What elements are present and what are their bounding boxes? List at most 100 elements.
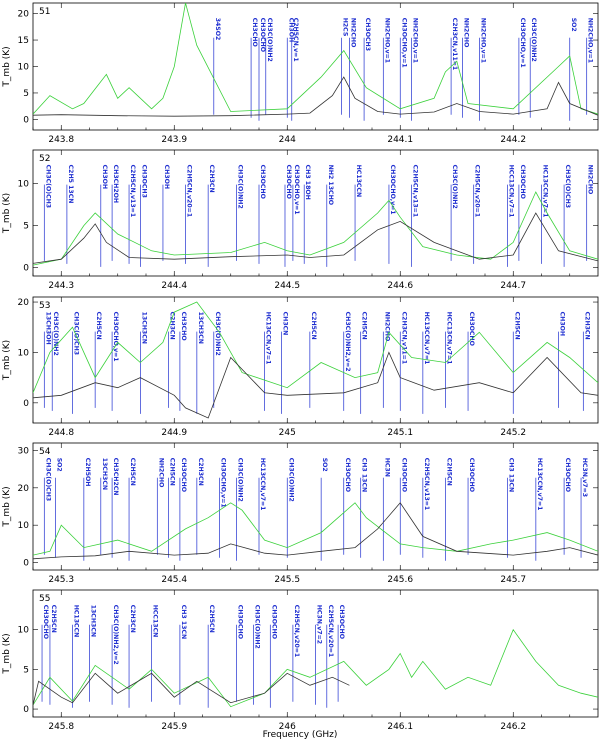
x-tick-label: 245.4 [161,575,187,585]
panel-number: 51 [39,7,50,17]
identification-label: CH3C(O)NH2 [236,165,243,209]
identification-label: C2H5CN [129,458,136,486]
identification-label: HCC13CN [152,605,159,638]
x-tick-label: 243.9 [161,135,187,145]
identification-label: 13CH3OH [44,312,51,345]
x-tick-label: 244 [279,135,296,145]
identification-label: NH2CHO [462,18,469,48]
identification-label: CH3OCHO,v=1 [519,18,526,68]
identification-label: CH3OCH3 [140,165,147,198]
y-axis-label: T_mb (K) [2,340,12,381]
identification-label: NH2CHO [349,18,356,48]
identification-label: NH2CHO,v=1 [383,18,390,63]
identification-label: HC13CCN [73,605,80,638]
identification-label: C2H5 13CN [67,165,74,204]
identification-label: H2CS [341,18,348,37]
x-tick-label: 244.7 [500,281,526,291]
identification-label: HC3N,v7=2 [316,605,323,644]
identification-label: CH3C(O)NH2 [214,312,221,356]
spectrum-panel-51: 34SO2 CH3CHO CH3OCHO CH3C(O)NH2 CH3OHC2H5CN,… [2,2,599,145]
identification-lines: CH3OCHO C2H5CN HC13CCN 13CH3CN CH3C(O)NH2,v=… [41,605,345,708]
identification-label: CH3OCHO,v=1 [400,18,407,68]
y-tick-label: 10 [18,626,30,636]
identification-lines: 13CH3OH CH3C(O)NH2 CH3C(O)CH3 C2H5CN CH3OCHO… [43,312,590,414]
identification-label: 13CH3CN [197,312,204,344]
identification-label: C2H5CN,v13=1 [129,165,136,218]
x-tick-label: 245.3 [48,575,74,585]
identification-label: C2H5CN,v20=1 [474,165,481,218]
y-tick-label: 0 [23,559,29,569]
x-tick-label: 244.1 [387,135,413,145]
identification-label: CH3 13CN [508,458,515,493]
identification-label: CH3C(O)NH2,v=2 [112,605,119,665]
panel-number: 54 [39,447,51,457]
panel-number: 53 [39,301,50,311]
identification-label: C2H5CN,v13=1 [423,458,430,511]
identification-label: 34SO2 [214,18,221,41]
y-tick-label: 10 [18,521,30,531]
x-tick-label: 243.8 [48,135,74,145]
identification-label: C2H3CN [129,605,136,633]
y-tick-label: 5 [23,665,29,675]
identification-label: CH3C(O)CH3 [564,165,571,209]
identification-label: HC13CCN,v7=1 [259,458,266,511]
identification-label: CH3OCHO,v=1 [219,458,226,508]
x-tick-label: 244.8 [48,428,74,438]
identification-label: CH3OCHO [42,605,49,639]
y-tick-label: 0 [23,399,29,409]
identification-label: C2H5CN [513,312,520,340]
identification-label: C2H5CN,v20=1 [293,605,300,658]
identification-label: CH3C(O)NH2 [530,18,537,62]
y-axis-label: T_mb (K) [2,193,12,234]
identification-label: C2H5CN,v13=1 [412,165,419,218]
identification-label: SO2 [570,18,577,32]
identification-label: CH3OCHO [519,165,526,199]
y-tick-label: 5 [23,222,29,232]
y-tick-label: 0 [23,264,29,274]
identification-label: NH2CHO,v=1 [587,18,594,63]
spectrum-panel-54: CH3C(O)CH3 SO2 C2H5OH 13CH3CN CH3CH2CN C2H5CN… [2,442,599,585]
identification-label: C2H3CN [197,458,204,486]
y-tick-label: 0 [23,115,29,125]
identification-label: CH3OCHO [259,165,266,199]
identification-label: NH2CHO,v=1 [412,18,419,63]
identification-label: CH3OH [101,165,108,189]
spectrum-panel-52: CH3C(O)CH3 C2H5 13CN CH3OH CH3CH2OH C2H5CN,v… [2,149,599,291]
identification-label: C2H5CN [169,458,176,486]
identification-label: HC13CCN,v7=1 [542,165,549,218]
observed-spectrum [33,672,350,706]
x-tick-label: 244.4 [161,281,187,291]
identification-label: CH3C(O)NH2 [52,312,59,356]
identification-label: C2H5CN [310,312,317,340]
identification-label: CH3C(O)NH2 [451,165,458,209]
identification-label: C2H3CN [208,165,215,193]
identification-label: CH3OCHO,v=1 [112,312,119,362]
identification-label: CH3 13CN [180,605,187,640]
x-tick-label: 246.2 [500,722,526,732]
y-tick-label: 10 [18,348,30,358]
identification-label: CH3C(O)NH2,v=2 [344,312,351,372]
panel-number: 52 [39,154,50,164]
identification-label: CH3OH [163,165,170,189]
x-tick-label: 244.3 [48,281,74,291]
y-tick-label: 10 [18,180,30,190]
identification-label: C2H5CN [361,312,368,340]
identification-lines: CH3C(O)CH3 C2H5 13CN CH3OH CH3CH2OH C2H5CN,v… [43,165,594,267]
spectrum-panel-53: 13CH3OH CH3C(O)NH2 CH3C(O)CH3 C2H5CN CH3OCHO… [2,296,599,438]
identification-label: 13CH3CN [90,605,97,637]
observed-spectrum [33,502,598,560]
y-axis-label: T_mb (K) [2,486,12,527]
identification-label: C2H5CN [208,605,215,633]
identification-label: CH3OCHO [259,18,266,52]
observed-spectrum [33,76,598,117]
panel-frame [32,2,599,131]
model-spectrum [33,301,598,393]
x-tick-label: 245 [279,428,296,438]
identification-label: CH3OCHO [270,605,277,639]
identification-label: CH3OCHO [236,605,243,639]
identification-label: CH3OCHO [338,605,345,639]
identification-label: C2H3CN [583,312,590,340]
y-tick-label: 0 [23,705,29,715]
identification-label: C2H5CN [50,605,57,633]
x-tick-label: 245.9 [161,722,187,732]
